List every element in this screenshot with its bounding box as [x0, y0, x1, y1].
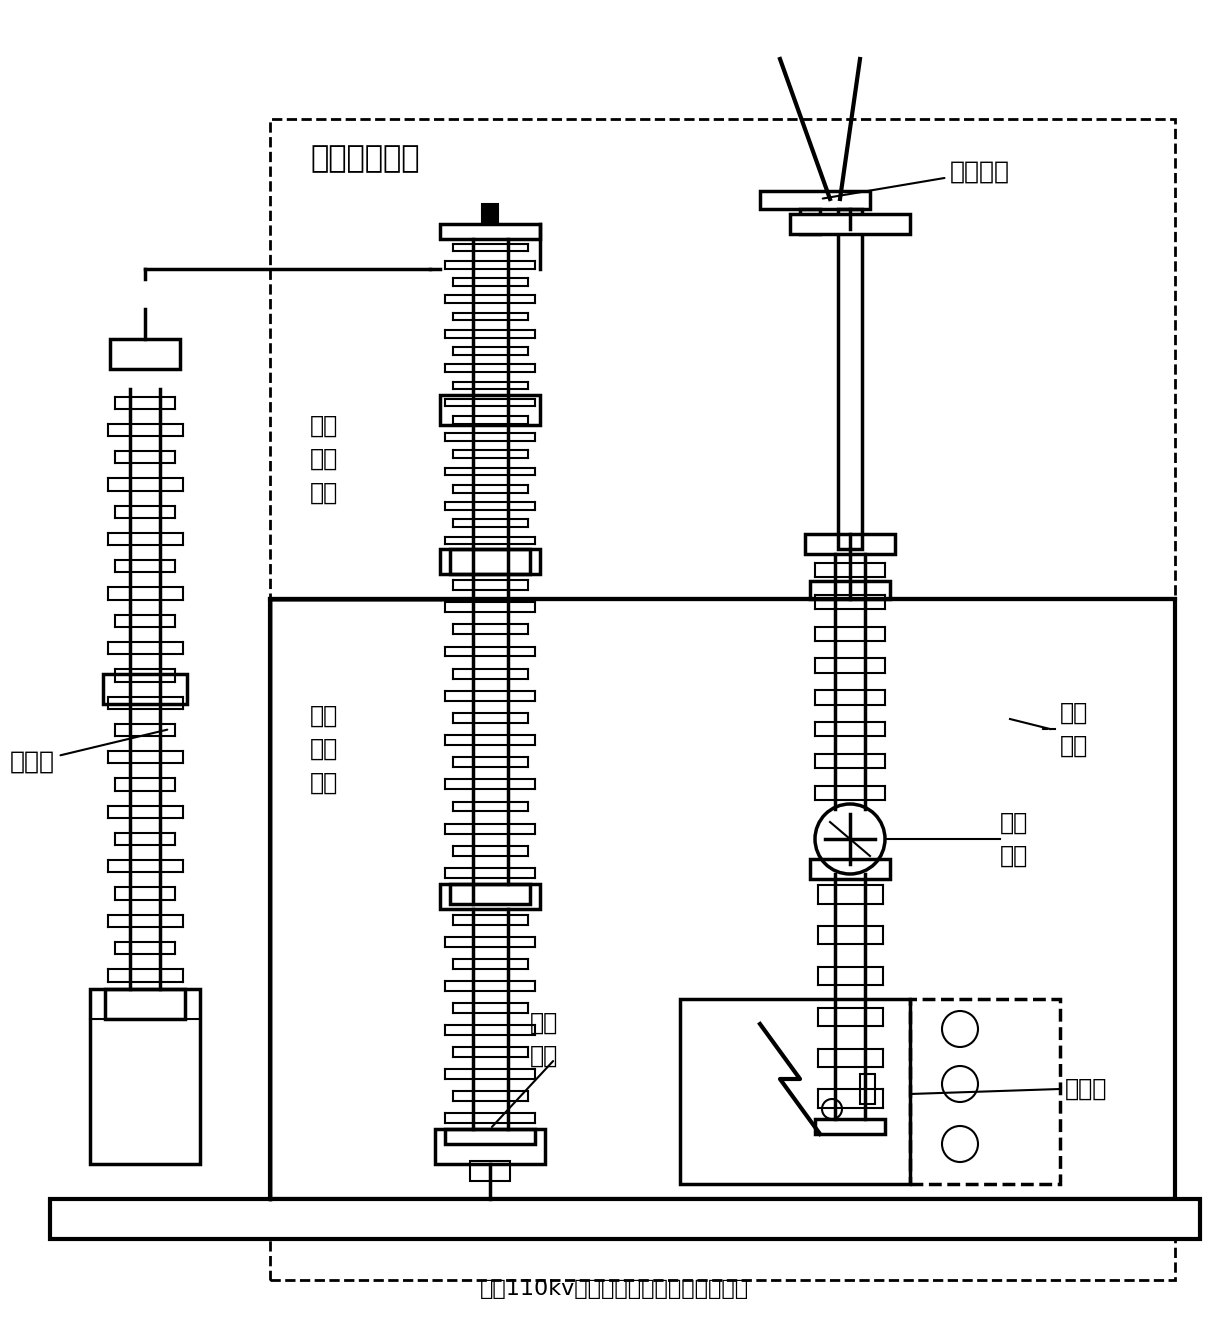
Text: 控制器: 控制器 [1066, 1076, 1107, 1100]
Bar [760, 191, 870, 209]
Bar [440, 395, 540, 424]
Bar [445, 1130, 535, 1144]
Text: 固定间隙: 固定间隙 [822, 159, 1010, 198]
Bar [790, 214, 909, 234]
Bar [810, 859, 890, 878]
Text: 可控间隙单元: 可控间隙单元 [310, 144, 419, 173]
Bar [50, 1199, 1200, 1239]
Bar [90, 989, 200, 1164]
Bar [860, 1074, 875, 1104]
Bar [440, 549, 540, 574]
Text: 测量
电容: 测量 电容 [530, 1010, 558, 1067]
Bar [103, 674, 187, 704]
Bar [440, 225, 540, 239]
Text: 避雷器: 避雷器 [10, 730, 167, 773]
Bar [680, 999, 909, 1184]
Bar [440, 884, 540, 909]
Bar [270, 120, 1175, 1280]
Bar [800, 209, 820, 234]
Bar [805, 534, 895, 554]
Bar [838, 209, 862, 549]
Bar [815, 1119, 885, 1134]
Text: 第二
均压
电容: 第二 均压 电容 [310, 703, 338, 795]
Bar [810, 581, 890, 599]
Bar [909, 999, 1059, 1184]
Text: 第一
均压
电容: 第一 均压 电容 [310, 413, 338, 505]
Bar [435, 1130, 544, 1164]
Bar [270, 599, 1175, 1199]
Text: 一種110kv變壓器中性點保護裝置及方法: 一種110kv變壓器中性點保護裝置及方法 [479, 1278, 748, 1298]
Text: 箱体
外壳: 箱体 外壳 [1059, 700, 1088, 758]
Bar [482, 203, 498, 225]
Text: 控制
间隙: 控制 间隙 [1000, 811, 1029, 868]
Bar [111, 339, 179, 369]
Bar [450, 549, 530, 574]
Bar [104, 989, 186, 1019]
Bar [450, 884, 530, 904]
Bar [469, 1162, 510, 1181]
